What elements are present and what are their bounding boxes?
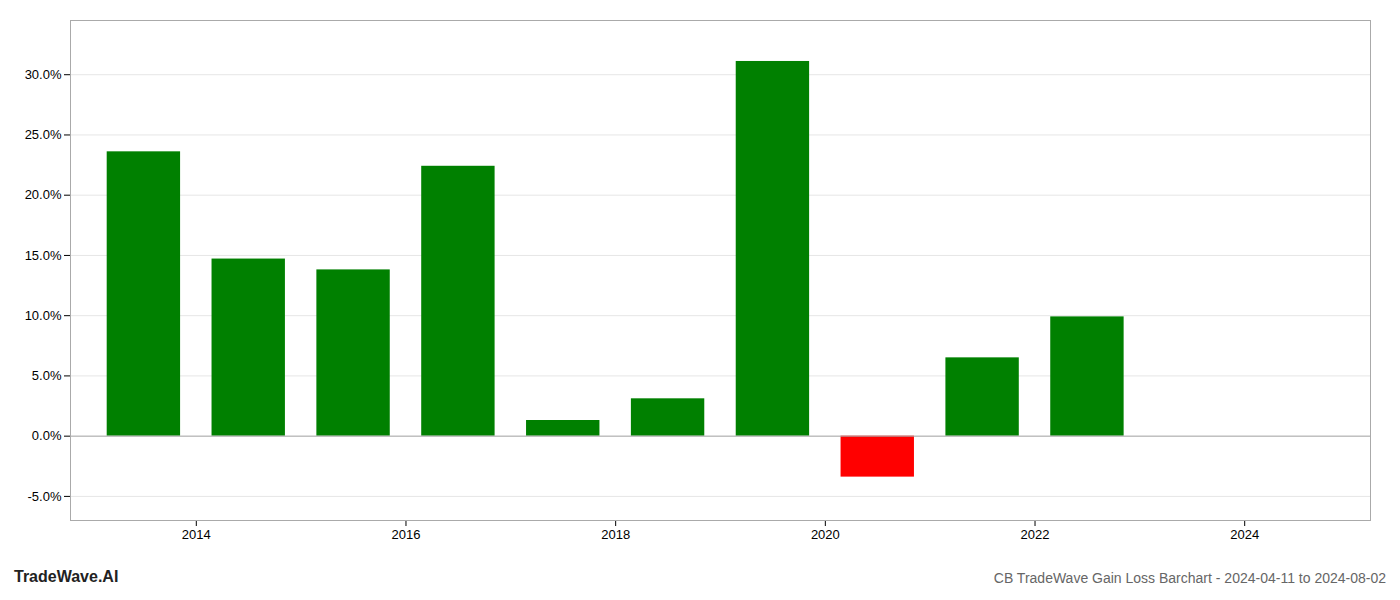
svg-text:20.0%: 20.0% [25,187,62,202]
svg-text:2018: 2018 [601,527,630,542]
svg-text:25.0%: 25.0% [25,127,62,142]
html-text:TradeWave.AI: TradeWave.AI [14,568,119,585]
svg-text:10.0%: 10.0% [25,308,62,323]
svg-text:-5.0%: -5.0% [28,489,62,504]
svg-text:2020: 2020 [811,527,840,542]
svg-text:2014: 2014 [182,527,211,542]
svg-text:30.0%: 30.0% [25,67,62,82]
html-text:CB TradeWave Gain Loss Barchar: CB TradeWave Gain Loss Barchart - 2024-0… [993,570,1386,586]
svg-text:2022: 2022 [1021,527,1050,542]
svg-text:2024: 2024 [1230,527,1259,542]
svg-text:5.0%: 5.0% [32,368,62,383]
svg-text:15.0%: 15.0% [25,248,62,263]
svg-text:2016: 2016 [392,527,421,542]
svg-text:0.0%: 0.0% [32,428,62,443]
